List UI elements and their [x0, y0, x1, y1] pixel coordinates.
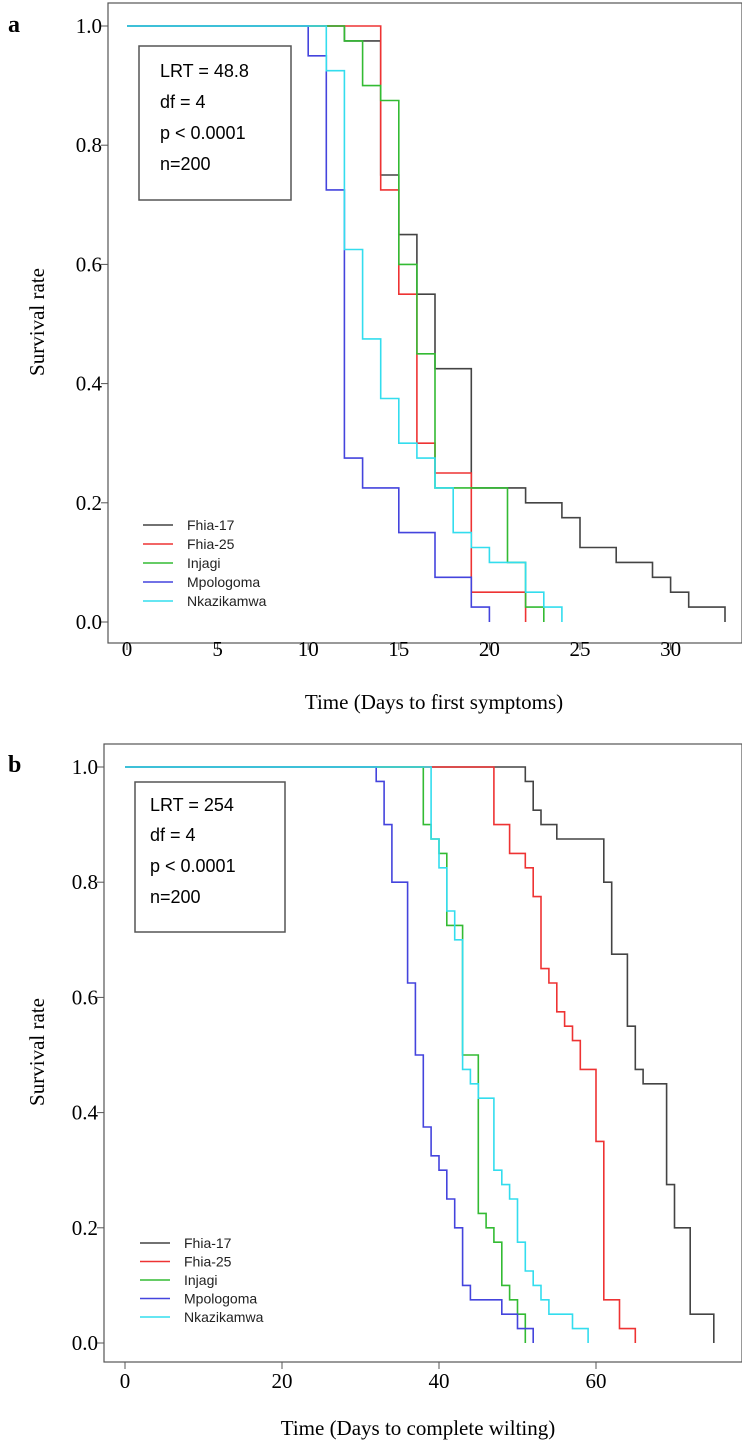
panel-b-y-axis: 0.0 0.2 0.4 0.6 0.8 1.0 — [72, 755, 104, 1355]
panel-b-stat-df: df = 4 — [150, 825, 196, 845]
panel-a-legend: Fhia-17 Fhia-25 Injagi Mpologoma Nkazikamwa — [143, 517, 267, 609]
panel-b-legend: Fhia-17 Fhia-25 Injagi Mpologoma Nkazikamwa — [140, 1235, 264, 1325]
panel-b-stat-n: n=200 — [150, 887, 201, 907]
panel-a-stat-df: df = 4 — [160, 92, 206, 112]
panel-a-stat-n: n=200 — [160, 154, 211, 174]
panel-b-series-group — [125, 766, 715, 1343]
panel-a-x-tick-label: 0 — [122, 637, 133, 661]
panel-b-legend-label: Injagi — [184, 1272, 217, 1288]
panel-b-x-tick-label: 40 — [429, 1369, 450, 1393]
panel-a-x-tick-label: 25 — [570, 637, 591, 661]
panel-b-y-tick-label: 0.0 — [72, 1331, 98, 1355]
panel-a-x-axis-title: Time (Days to first symptoms) — [305, 690, 563, 714]
panel-b: b 0.0 0.2 0.4 0.6 0.8 1.0 0 20 40 60 Survival ra… — [8, 743, 742, 1440]
panel-a-letter: a — [8, 12, 20, 38]
panel-b-y-tick-label: 0.6 — [72, 985, 98, 1009]
panel-a-x-tick-label: 20 — [479, 637, 500, 661]
panel-a: a 0.0 0.2 0.4 0.6 0.8 1.0 0 5 10 15 20 25 30 Surviv… — [8, 2, 742, 714]
panel-a-y-axis: 0.0 0.2 0.4 0.6 0.8 1.0 — [76, 14, 108, 634]
panel-a-series-nkazikamwa — [127, 25, 563, 622]
panel-b-x-tick-label: 60 — [586, 1369, 607, 1393]
panel-a-x-tick-label: 15 — [388, 637, 409, 661]
panel-b-stats-box: LRT = 254 df = 4 p < 0.0001 n=200 — [134, 781, 286, 933]
panel-a-y-axis-title: Survival rate — [25, 268, 49, 376]
panel-b-y-tick-label: 0.2 — [72, 1216, 98, 1240]
panel-a-y-tick-label: 0.0 — [76, 610, 102, 634]
panel-a-x-tick-label: 30 — [660, 637, 681, 661]
panel-a-y-tick-label: 1.0 — [76, 14, 102, 38]
panel-a-plot-frame — [107, 2, 742, 644]
panel-a-legend-label: Injagi — [187, 555, 220, 571]
panel-b-y-tick-label: 0.8 — [72, 870, 98, 894]
panel-a-x-axis: 0 5 10 15 20 25 30 — [122, 637, 681, 661]
panel-b-series-mpologoma — [125, 766, 535, 1343]
panel-a-x-tick-label: 5 — [212, 637, 223, 661]
panel-b-legend-label: Fhia-17 — [184, 1235, 232, 1251]
panel-b-x-tick-label: 0 — [120, 1369, 131, 1393]
panel-b-stat-lrt: LRT = 254 — [150, 795, 234, 815]
panel-a-y-tick-label: 0.4 — [76, 372, 103, 396]
panel-b-y-tick-label: 1.0 — [72, 755, 98, 779]
panel-b-legend-label: Nkazikamwa — [184, 1309, 264, 1325]
panel-b-x-axis: 0 20 40 60 — [120, 1362, 607, 1393]
panel-b-x-tick-label: 20 — [272, 1369, 293, 1393]
panel-a-stats-box: LRT = 48.8 df = 4 p < 0.0001 n=200 — [138, 45, 292, 201]
panel-b-series-fhia-25 — [125, 766, 637, 1343]
panel-b-letter: b — [8, 752, 21, 778]
panel-a-series-mpologoma — [127, 25, 491, 622]
panel-b-stat-p: p < 0.0001 — [150, 856, 236, 876]
panel-b-series-nkazikamwa — [125, 766, 589, 1343]
panel-a-x-tick-label: 10 — [298, 637, 319, 661]
panel-b-y-tick-label: 0.4 — [72, 1101, 99, 1125]
panel-a-y-tick-label: 0.2 — [76, 491, 102, 515]
panel-a-stat-lrt: LRT = 48.8 — [160, 61, 249, 81]
panel-b-legend-label: Mpologoma — [184, 1291, 257, 1307]
panel-b-series-fhia-17 — [125, 766, 715, 1343]
panel-b-y-axis-title: Survival rate — [25, 998, 49, 1106]
panel-a-legend-label: Fhia-17 — [187, 517, 235, 533]
panel-a-series-group — [127, 25, 726, 622]
panel-b-legend-label: Fhia-25 — [184, 1254, 232, 1270]
panel-b-x-axis-title: Time (Days to complete wilting) — [281, 1416, 556, 1440]
panel-b-plot-frame — [103, 743, 742, 1363]
panel-a-legend-label: Nkazikamwa — [187, 593, 267, 609]
panel-a-y-tick-label: 0.6 — [76, 252, 102, 276]
panel-a-legend-label: Mpologoma — [187, 574, 260, 590]
panel-a-legend-label: Fhia-25 — [187, 536, 235, 552]
panel-a-y-tick-label: 0.8 — [76, 133, 102, 157]
panel-a-stat-p: p < 0.0001 — [160, 123, 246, 143]
